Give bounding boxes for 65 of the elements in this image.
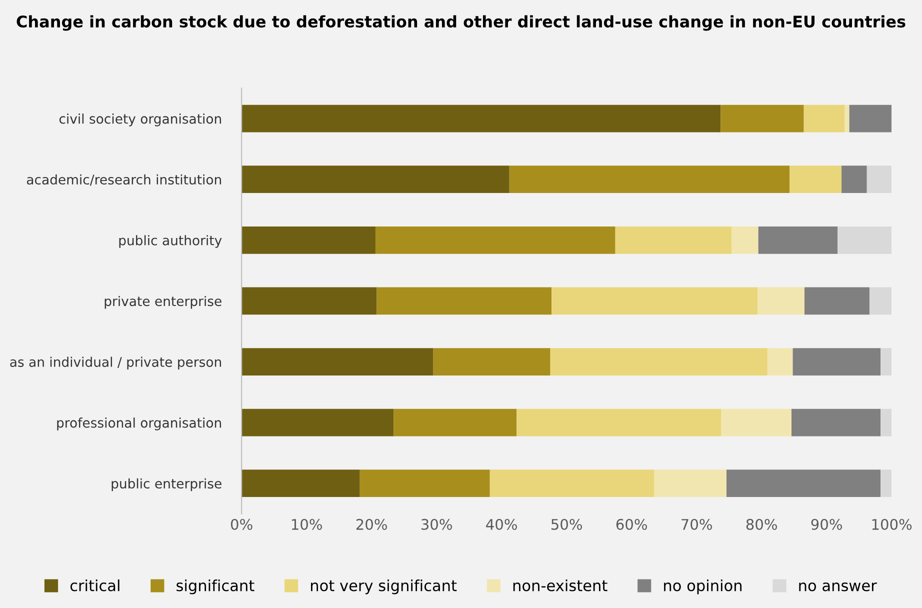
bar xyxy=(804,104,845,132)
x-tick-label: 40% xyxy=(486,518,517,530)
bar xyxy=(360,470,490,498)
bar xyxy=(880,348,892,376)
bar xyxy=(758,226,838,254)
x-tick-label: 100% xyxy=(872,518,912,530)
bar xyxy=(433,348,550,376)
bar xyxy=(516,408,722,436)
x-tick-label: 80% xyxy=(746,518,777,530)
bar xyxy=(838,226,892,254)
legend-label: non-existent xyxy=(513,579,608,592)
bar xyxy=(866,166,892,194)
x-tick-label: 10% xyxy=(292,518,322,530)
bar xyxy=(242,470,360,498)
bar xyxy=(242,348,434,376)
bar xyxy=(615,226,732,254)
bar xyxy=(842,166,867,194)
x-tick-label: 90% xyxy=(811,518,842,530)
legend-label: significant xyxy=(176,579,254,594)
y-tick-label: professional organisation xyxy=(57,418,221,430)
legend-label: no answer xyxy=(799,582,877,592)
chart-title: Change in carbon stock due to deforestation and other direct land-use change in non-EU countries xyxy=(16,15,906,31)
bar xyxy=(550,348,768,376)
legend-label: no opinion xyxy=(664,579,742,594)
bar xyxy=(880,408,892,436)
legend-label: not very significant xyxy=(311,579,457,594)
bar xyxy=(394,408,517,436)
bar xyxy=(242,408,394,436)
x-tick-label: 20% xyxy=(356,518,387,530)
bar xyxy=(804,287,870,315)
bar xyxy=(790,166,842,194)
bar xyxy=(869,287,892,315)
bar xyxy=(880,470,892,498)
bar xyxy=(242,166,510,194)
bar xyxy=(490,470,654,498)
x-tick-label: 60% xyxy=(616,518,647,530)
bar xyxy=(726,470,881,498)
x-tick-label: 70% xyxy=(682,518,712,530)
bar xyxy=(732,226,758,254)
bar xyxy=(849,104,892,132)
bar xyxy=(792,348,881,376)
bar xyxy=(844,104,850,132)
y-tick-label: academic/research institution xyxy=(26,174,221,186)
y-tick-label: civil society organisation xyxy=(59,114,221,126)
y-tick-label: public enterprise xyxy=(112,478,222,492)
bar xyxy=(376,287,552,315)
bar xyxy=(509,166,790,194)
y-tick-label: public authority xyxy=(119,235,222,248)
legend-label: critical xyxy=(70,579,120,592)
bar xyxy=(654,470,726,498)
bar xyxy=(242,226,376,254)
bar xyxy=(242,104,721,132)
bar xyxy=(721,408,792,436)
bar xyxy=(791,408,881,436)
bar xyxy=(375,226,616,254)
x-tick-label: 0% xyxy=(230,518,252,530)
bar xyxy=(552,287,758,315)
bar xyxy=(767,348,793,376)
bar xyxy=(758,287,804,315)
y-tick-label: as an individual / private person xyxy=(10,356,221,370)
bar xyxy=(720,104,804,132)
x-tick-label: 50% xyxy=(551,518,582,530)
y-tick-label: private enterprise xyxy=(104,296,222,309)
x-tick-label: 30% xyxy=(421,518,452,530)
bar xyxy=(242,287,377,315)
